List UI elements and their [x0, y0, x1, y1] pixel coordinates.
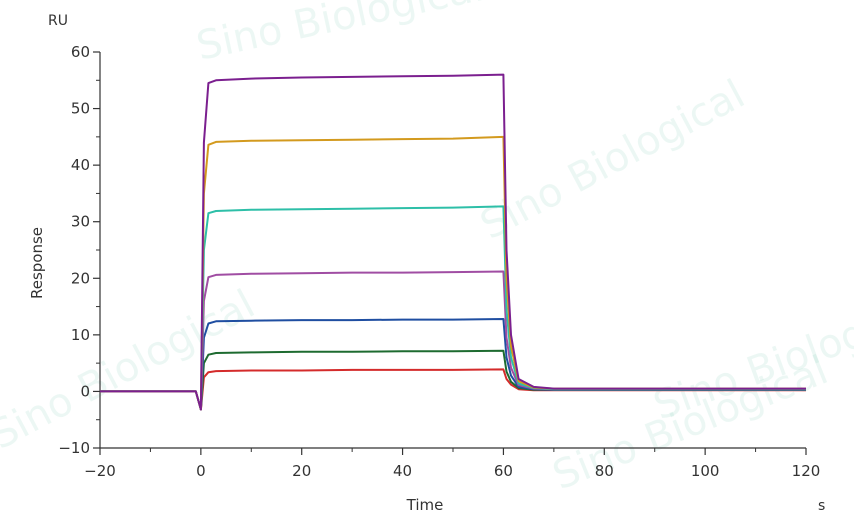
x-tick-label: −20	[84, 462, 116, 480]
watermark-text: Sino Biological	[193, 0, 488, 70]
y-tick-label: 60	[71, 43, 90, 61]
y-unit-label: RU	[48, 13, 68, 29]
x-tick-label: 40	[393, 462, 412, 480]
series-layer	[100, 73, 806, 411]
y-tick-label: 10	[71, 326, 90, 344]
x-tick-label: 120	[792, 462, 821, 480]
x-unit-label: s	[818, 498, 825, 514]
x-tick-label: 0	[196, 462, 206, 480]
y-tick-label: 30	[71, 213, 90, 231]
y-axis-title: Response	[28, 227, 46, 299]
y-tick-label: 50	[71, 100, 90, 118]
series-line-7	[100, 73, 806, 411]
x-tick-label: 80	[595, 462, 614, 480]
x-tick-label: 60	[494, 462, 513, 480]
watermark-text: Sino Biological	[473, 71, 752, 249]
x-axis-title: Time	[406, 496, 444, 514]
x-tick-label: 100	[691, 462, 720, 480]
y-tick-label: 40	[71, 156, 90, 174]
ticks: −10 0 10 20 30 40 50 60 −20 0 20 40 60 80 100 120	[58, 43, 820, 480]
y-tick-label: 20	[71, 269, 90, 287]
y-tick-label: 0	[80, 382, 90, 400]
y-tick-label: −10	[58, 439, 90, 457]
x-tick-label: 20	[292, 462, 311, 480]
